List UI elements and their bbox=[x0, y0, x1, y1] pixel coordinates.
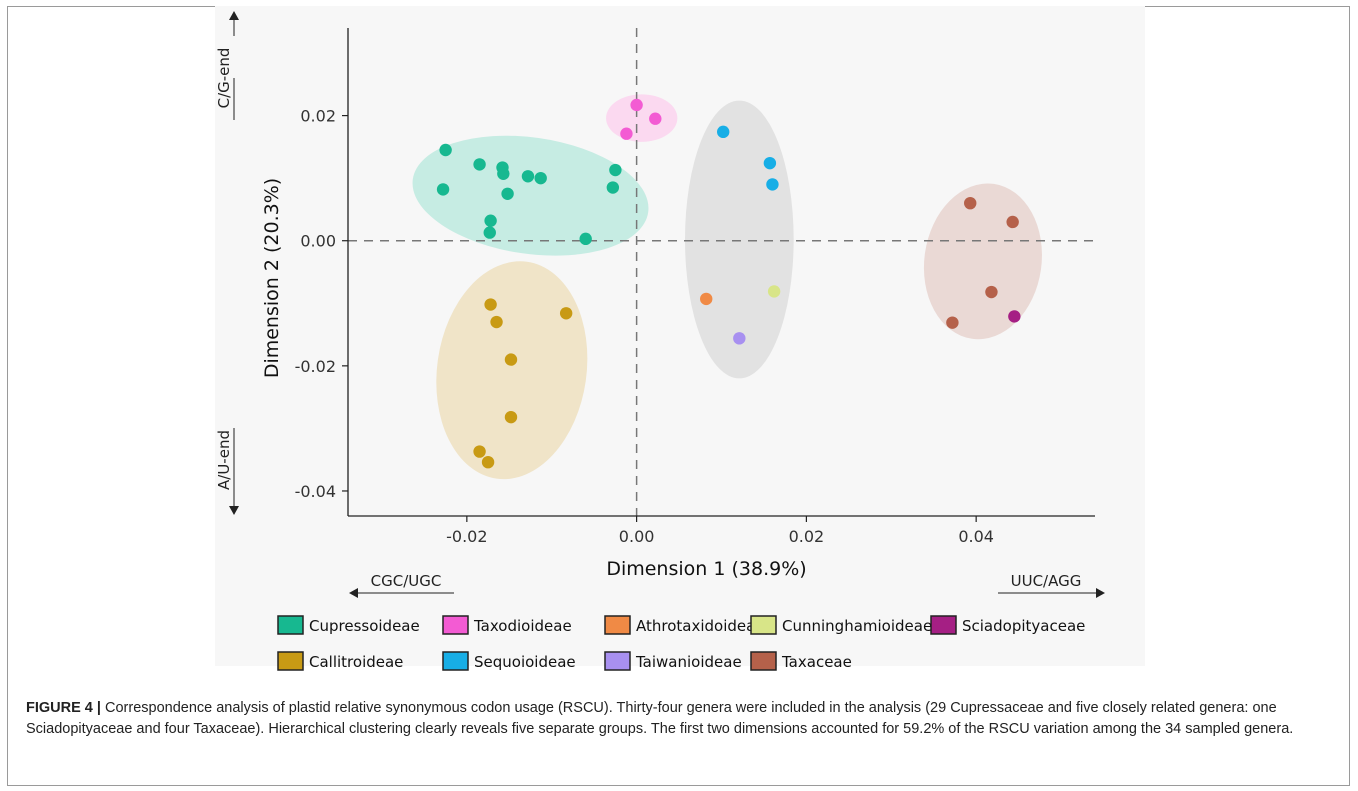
direction-label-y-top: C/G-end bbox=[215, 48, 233, 109]
data-point-sequoioideae bbox=[763, 156, 777, 170]
direction-label-x-left: CGC/UGC bbox=[371, 572, 442, 590]
legend-swatch-cunninghamioideae bbox=[750, 615, 777, 635]
legend-label-sciadopityaceae: Sciadopityaceae bbox=[962, 617, 1085, 635]
data-point-cupressoideae bbox=[534, 171, 547, 185]
data-point-sciadopityaceae bbox=[1008, 310, 1021, 323]
data-point-taxodioideae bbox=[649, 112, 662, 125]
cluster-ellipse-sequoioideae bbox=[684, 100, 794, 379]
data-point-taxodioideae bbox=[620, 127, 633, 140]
legend-label-taxaceae: Taxaceae bbox=[781, 653, 852, 671]
data-point-cunninghamioideae bbox=[767, 285, 781, 298]
data-point-cupressoideae bbox=[579, 232, 592, 246]
data-point-cupressoideae bbox=[606, 181, 620, 194]
data-point-sequoioideae bbox=[766, 178, 779, 191]
data-point-cupressoideae bbox=[483, 226, 496, 239]
legend-label-sequoioideae: Sequoioideae bbox=[474, 653, 576, 671]
cluster-ellipse-cupressoideae bbox=[412, 135, 649, 256]
legend-label-taxodioideae: Taxodioideae bbox=[473, 617, 572, 635]
data-point-cupressoideae bbox=[501, 187, 514, 200]
legend-swatch-taiwanioideae bbox=[604, 651, 631, 671]
correspondence-analysis-chart: -0.02 0.00 0.02 0.04 -0.04 -0.02 0.00 0.02 Dimen… bbox=[215, 11, 1105, 671]
data-point-taxaceae bbox=[964, 196, 977, 210]
data-point-cupressoideae bbox=[436, 183, 450, 196]
data-point-callitroideae bbox=[559, 307, 573, 320]
x-tick-label: -0.02 bbox=[446, 527, 487, 546]
data-point-sequoioideae bbox=[716, 125, 730, 139]
data-point-taxaceae bbox=[1006, 215, 1019, 229]
data-point-callitroideae bbox=[490, 315, 503, 329]
figure-label: FIGURE 4 | bbox=[26, 700, 101, 716]
arrow-left-icon bbox=[349, 588, 358, 598]
caption-text: Correspondence analysis of plastid relat… bbox=[26, 700, 1294, 737]
x-tick-label: 0.02 bbox=[789, 527, 825, 546]
legend-label-cupressoideae: Cupressoideae bbox=[309, 617, 420, 635]
data-point-athrotaxidoideae bbox=[700, 292, 713, 306]
arrow-up-icon bbox=[229, 11, 239, 20]
data-point-taiwanioideae bbox=[733, 332, 746, 345]
data-point-cupressoideae bbox=[521, 170, 535, 183]
cluster-ellipse-taxaceae bbox=[923, 183, 1042, 340]
x-axis-title: Dimension 1 (38.9%) bbox=[606, 558, 806, 580]
legend-label-taiwanioideae: Taiwanioideae bbox=[635, 653, 742, 671]
data-point-cupressoideae bbox=[609, 163, 622, 177]
data-point-cupressoideae bbox=[473, 158, 486, 171]
direction-label-y-bottom: A/U-end bbox=[215, 430, 233, 490]
data-point-cupressoideae bbox=[439, 143, 452, 157]
data-point-callitroideae bbox=[504, 410, 518, 424]
x-tick-label: 0.04 bbox=[958, 527, 994, 546]
data-point-cupressoideae bbox=[484, 214, 497, 227]
legend-label-callitroideae: Callitroideae bbox=[309, 653, 403, 671]
data-point-cupressoideae bbox=[497, 167, 510, 180]
data-point-callitroideae bbox=[484, 298, 497, 311]
figure-caption: FIGURE 4 | Correspondence analysis of pl… bbox=[26, 698, 1326, 740]
data-point-callitroideae bbox=[473, 445, 486, 458]
y-tick-label: 0.02 bbox=[300, 107, 336, 126]
legend-swatch-taxodioideae bbox=[442, 615, 469, 635]
direction-label-x-right: UUC/AGG bbox=[1011, 572, 1082, 590]
y-tick-label: 0.00 bbox=[300, 232, 336, 251]
legend-swatch-cupressoideae bbox=[277, 615, 304, 635]
data-point-taxodioideae bbox=[630, 98, 643, 112]
legend-swatch-athrotaxidoideae bbox=[604, 615, 631, 635]
legend-swatch-sciadopityaceae bbox=[930, 615, 957, 635]
legend-swatch-callitroideae bbox=[277, 651, 304, 671]
legend-label-cunninghamioideae: Cunninghamioideae bbox=[782, 617, 932, 635]
legend-swatch-sequoioideae bbox=[442, 651, 469, 671]
data-point-callitroideae bbox=[504, 353, 518, 366]
legend-label-athrotaxidoideae: Athrotaxidoideae bbox=[636, 617, 765, 635]
y-axis-title: Dimension 2 (20.3%) bbox=[261, 178, 283, 378]
arrow-down-icon bbox=[229, 506, 239, 515]
y-tick-label: -0.02 bbox=[295, 357, 336, 376]
x-tick-label: 0.00 bbox=[619, 527, 655, 546]
cluster-ellipse-callitroideae bbox=[436, 261, 588, 480]
data-point-taxaceae bbox=[985, 285, 998, 299]
legend-swatch-taxaceae bbox=[750, 651, 777, 671]
data-point-callitroideae bbox=[481, 455, 495, 469]
arrow-right-icon bbox=[1096, 588, 1105, 598]
data-point-taxaceae bbox=[946, 316, 959, 329]
y-tick-label: -0.04 bbox=[295, 482, 336, 501]
